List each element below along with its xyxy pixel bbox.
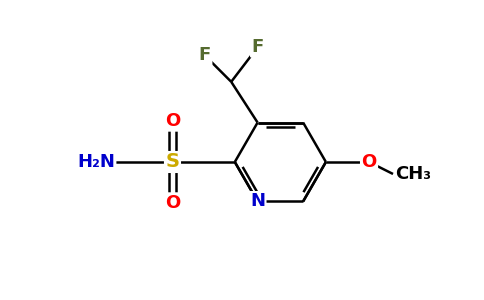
Text: F: F xyxy=(199,46,211,64)
Text: CH₃: CH₃ xyxy=(395,165,431,183)
Text: N: N xyxy=(250,192,265,210)
Text: H₂N: H₂N xyxy=(77,153,115,171)
Text: O: O xyxy=(362,153,377,171)
Text: O: O xyxy=(165,112,180,130)
Text: F: F xyxy=(252,38,264,56)
Text: S: S xyxy=(166,152,180,172)
Text: O: O xyxy=(165,194,180,212)
